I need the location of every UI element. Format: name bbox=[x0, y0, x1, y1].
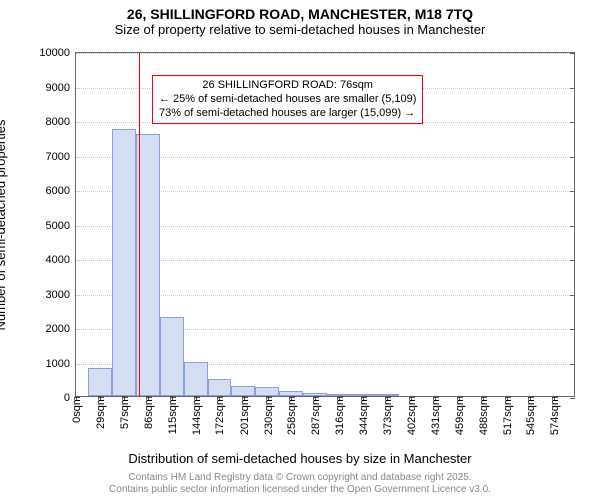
chart-plot-area: 0100020003000400050006000700080009000100… bbox=[75, 52, 575, 397]
histogram-bar bbox=[279, 391, 303, 396]
histogram-bar bbox=[160, 317, 184, 396]
x-tick-label: 344sqm bbox=[356, 396, 370, 435]
histogram-bar bbox=[184, 362, 208, 397]
x-tick-label: 431sqm bbox=[428, 396, 442, 435]
x-tick-label: 29sqm bbox=[93, 396, 107, 429]
y-tick-label: 4000 bbox=[46, 254, 76, 266]
y-tick-label: 2000 bbox=[46, 323, 76, 335]
annotation-line: 26 SHILLINGFORD ROAD: 76sqm bbox=[159, 79, 416, 93]
histogram-bar bbox=[375, 394, 399, 396]
histogram-bar bbox=[351, 394, 375, 396]
chart-titles: 26, SHILLINGFORD ROAD, MANCHESTER, M18 7… bbox=[0, 0, 600, 37]
x-tick-label: 115sqm bbox=[165, 396, 179, 434]
x-tick-label: 287sqm bbox=[308, 396, 322, 435]
x-tick-label: 488sqm bbox=[476, 396, 490, 435]
x-tick-label: 258sqm bbox=[284, 396, 298, 435]
y-tick-label: 5000 bbox=[46, 220, 76, 232]
footer-credits: Contains HM Land Registry data © Crown c… bbox=[0, 472, 600, 496]
y-tick-label: 8000 bbox=[46, 116, 76, 128]
x-tick-label: 57sqm bbox=[117, 396, 131, 429]
x-axis-label: Distribution of semi-detached houses by … bbox=[0, 451, 600, 466]
x-tick-label: 172sqm bbox=[212, 396, 226, 435]
footer-line-2: Contains public sector information licen… bbox=[0, 484, 600, 496]
x-tick-label: 316sqm bbox=[332, 396, 346, 435]
x-tick-label: 459sqm bbox=[452, 396, 466, 435]
histogram-bar bbox=[231, 386, 255, 396]
y-tick-label: 10000 bbox=[39, 47, 76, 59]
y-axis-label: Number of semi-detached properties bbox=[0, 119, 8, 330]
y-tick-label: 9000 bbox=[46, 82, 76, 94]
histogram-bar bbox=[88, 368, 112, 396]
annotation-line: 73% of semi-detached houses are larger (… bbox=[159, 107, 416, 121]
histogram-bar bbox=[208, 379, 232, 396]
chart-title: 26, SHILLINGFORD ROAD, MANCHESTER, M18 7… bbox=[0, 6, 600, 22]
x-tick-label: 201sqm bbox=[237, 396, 251, 435]
footer-line-1: Contains HM Land Registry data © Crown c… bbox=[0, 472, 600, 484]
x-tick-label: 373sqm bbox=[380, 396, 394, 435]
y-tick-label: 3000 bbox=[46, 289, 76, 301]
y-tick-label: 7000 bbox=[46, 151, 76, 163]
x-tick-label: 574sqm bbox=[547, 396, 561, 435]
annotation-box: 26 SHILLINGFORD ROAD: 76sqm← 25% of semi… bbox=[152, 75, 423, 124]
histogram-bar bbox=[112, 129, 136, 396]
annotation-line: ← 25% of semi-detached houses are smalle… bbox=[159, 93, 416, 107]
x-tick-label: 230sqm bbox=[261, 396, 275, 435]
x-tick-label: 144sqm bbox=[189, 396, 203, 435]
y-tick-label: 6000 bbox=[46, 185, 76, 197]
histogram-bar bbox=[327, 394, 351, 396]
x-tick-label: 545sqm bbox=[523, 396, 537, 435]
histogram-bar bbox=[255, 387, 279, 396]
x-tick-label: 0sqm bbox=[69, 396, 83, 423]
x-tick-label: 402sqm bbox=[404, 396, 418, 435]
x-tick-label: 86sqm bbox=[141, 396, 155, 429]
x-tick-label: 517sqm bbox=[500, 396, 514, 435]
reference-line bbox=[139, 53, 140, 396]
chart-subtitle: Size of property relative to semi-detach… bbox=[0, 22, 600, 37]
grid-line bbox=[76, 53, 574, 54]
y-tick-label: 1000 bbox=[46, 358, 76, 370]
histogram-bar bbox=[303, 393, 327, 396]
